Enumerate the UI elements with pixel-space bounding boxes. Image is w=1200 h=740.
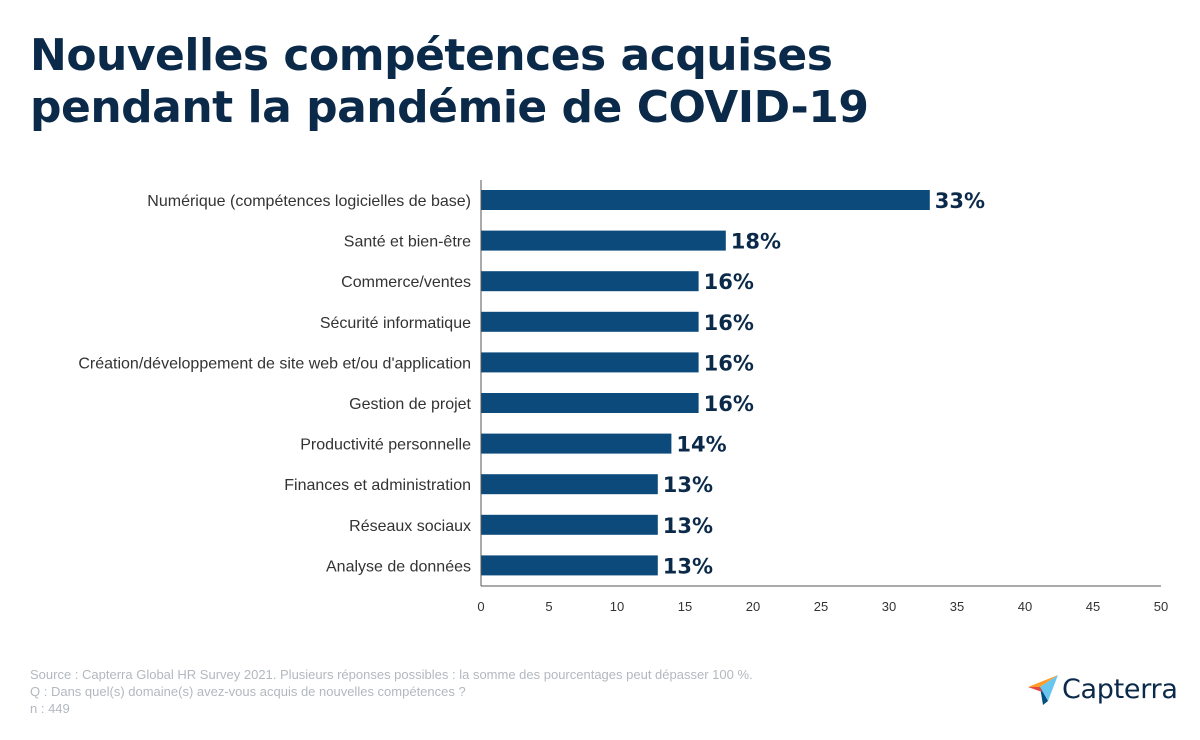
bar: [481, 555, 658, 576]
survey-question: Q : Dans quel(s) domaine(s) avez-vous ac…: [30, 684, 466, 699]
x-tick-label: 0: [477, 599, 484, 614]
x-tick-label: 10: [610, 599, 624, 614]
capterra-logo-text: Capterra: [1062, 674, 1178, 705]
capterra-logo[interactable]: Capterra: [1028, 674, 1178, 705]
bar: [481, 474, 658, 495]
x-tick-label: 20: [746, 599, 760, 614]
chart-title-line-2: pendant la pandémie de COVID-19: [30, 82, 869, 133]
category-label: Finances et administration: [284, 477, 471, 494]
data-label: 13%: [663, 514, 713, 538]
data-label: 16%: [704, 392, 754, 416]
data-label: 14%: [676, 433, 726, 457]
capterra-logo-icon: [1028, 674, 1058, 705]
sample-size: n : 449: [30, 701, 70, 716]
data-label: 18%: [731, 230, 781, 254]
bar: [481, 271, 699, 292]
data-label: 16%: [704, 351, 754, 375]
category-label: Productivité personnelle: [300, 437, 471, 454]
category-label: Sécurité informatique: [320, 315, 471, 332]
x-tick-label: 15: [678, 599, 692, 614]
category-label: Numérique (compétences logicielles de ba…: [147, 193, 471, 210]
category-label: Analyse de données: [326, 558, 471, 575]
x-tick-label: 5: [545, 599, 552, 614]
bar: [481, 352, 699, 373]
category-label: Commerce/ventes: [341, 274, 471, 291]
category-label: Réseaux sociaux: [349, 518, 471, 535]
data-label: 13%: [663, 473, 713, 497]
bar: [481, 230, 726, 251]
bar: [481, 514, 658, 535]
x-tick-label: 40: [1018, 599, 1032, 614]
bar: [481, 311, 699, 332]
chart-title: Nouvelles compétences acquises pendant l…: [30, 30, 1030, 134]
x-tick-label: 30: [882, 599, 896, 614]
bar: [481, 433, 672, 454]
category-label: Santé et bien-être: [344, 234, 471, 251]
source-note: Source : Capterra Global HR Survey 2021.…: [30, 667, 753, 682]
data-label: 13%: [663, 554, 713, 578]
x-tick-label: 25: [814, 599, 828, 614]
chart-title-line-1: Nouvelles compétences acquises: [30, 30, 833, 81]
x-tick-label: 45: [1086, 599, 1100, 614]
x-tick-label: 50: [1154, 599, 1168, 614]
bar-chart: Numérique (compétences logicielles de ba…: [78, 180, 1168, 614]
data-label: 16%: [704, 311, 754, 335]
category-label: Gestion de projet: [349, 396, 471, 413]
category-label: Création/développement de site web et/ou…: [78, 355, 471, 372]
bar: [481, 393, 699, 413]
x-tick-label: 35: [950, 599, 964, 614]
chart-footer: Source : Capterra Global HR Survey 2021.…: [30, 666, 753, 717]
bar: [481, 190, 930, 210]
data-label: 16%: [704, 270, 754, 294]
data-label: 33%: [935, 189, 985, 213]
